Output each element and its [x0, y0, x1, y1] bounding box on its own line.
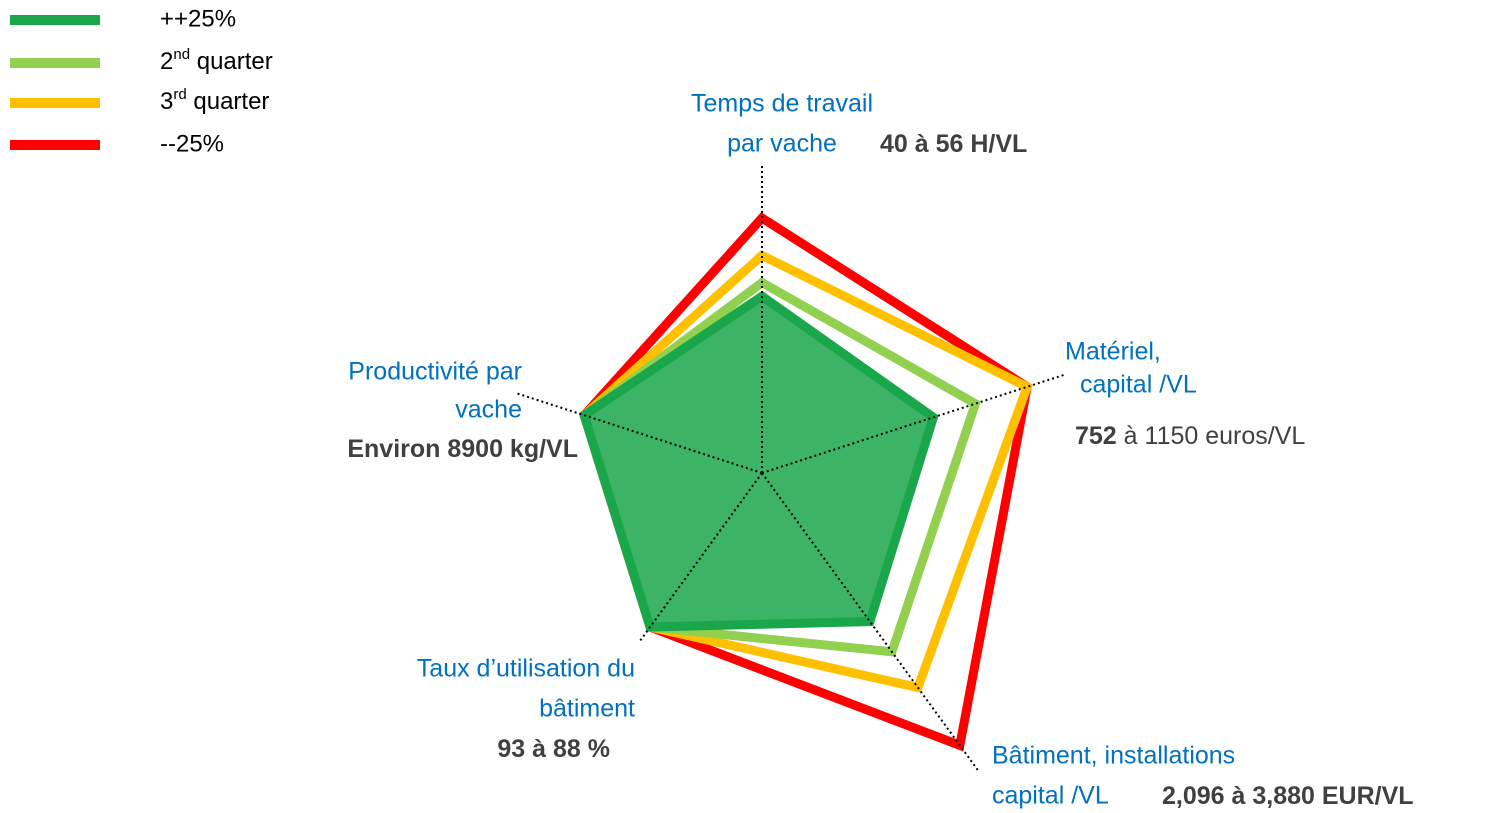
- axis-label: Temps de travail: [691, 90, 873, 118]
- annotation-part: Environ 8900 kg/VL: [347, 435, 578, 463]
- annotation: 93 à 88 %: [497, 735, 610, 763]
- annotation: Environ 8900 kg/VL: [347, 435, 578, 463]
- axis-label: par vache: [727, 130, 837, 158]
- legend-label: 2nd quarter: [160, 46, 273, 75]
- axis-label: Productivité par: [348, 358, 522, 386]
- axis-label: bâtiment: [539, 695, 635, 723]
- annotation-part: 40 à 56 H/VL: [880, 130, 1027, 158]
- legend-label: 3rd quarter: [160, 86, 269, 115]
- legend-label: ++25%: [160, 5, 236, 32]
- axis-label: Bâtiment, installations: [992, 742, 1235, 770]
- annotation-part: à 1150 euros/VL: [1117, 422, 1306, 450]
- annotation: 2,096 à 3,880 EUR/VL: [1162, 782, 1414, 810]
- axis-label: vache: [455, 396, 522, 424]
- annotation-part: 752: [1075, 422, 1117, 450]
- annotation: 752 à 1150 euros/VL: [1075, 422, 1305, 450]
- spoke: [761, 472, 981, 773]
- axis-label: Taux d’utilisation du: [417, 655, 635, 683]
- annotation-part: 93 à 88 %: [497, 735, 610, 763]
- annotation: 40 à 56 H/VL: [880, 130, 1027, 158]
- series-polygon: [579, 212, 1033, 752]
- legend-label: --25%: [160, 130, 224, 157]
- spoke: [514, 391, 763, 474]
- axis-label: capital /VL: [1080, 371, 1197, 399]
- annotation-part: 2,096 à 3,880 EUR/VL: [1162, 782, 1414, 810]
- axis-label: Matériel,: [1065, 338, 1161, 366]
- axis-label: capital /VL: [992, 782, 1109, 810]
- series-polygon: [578, 290, 939, 632]
